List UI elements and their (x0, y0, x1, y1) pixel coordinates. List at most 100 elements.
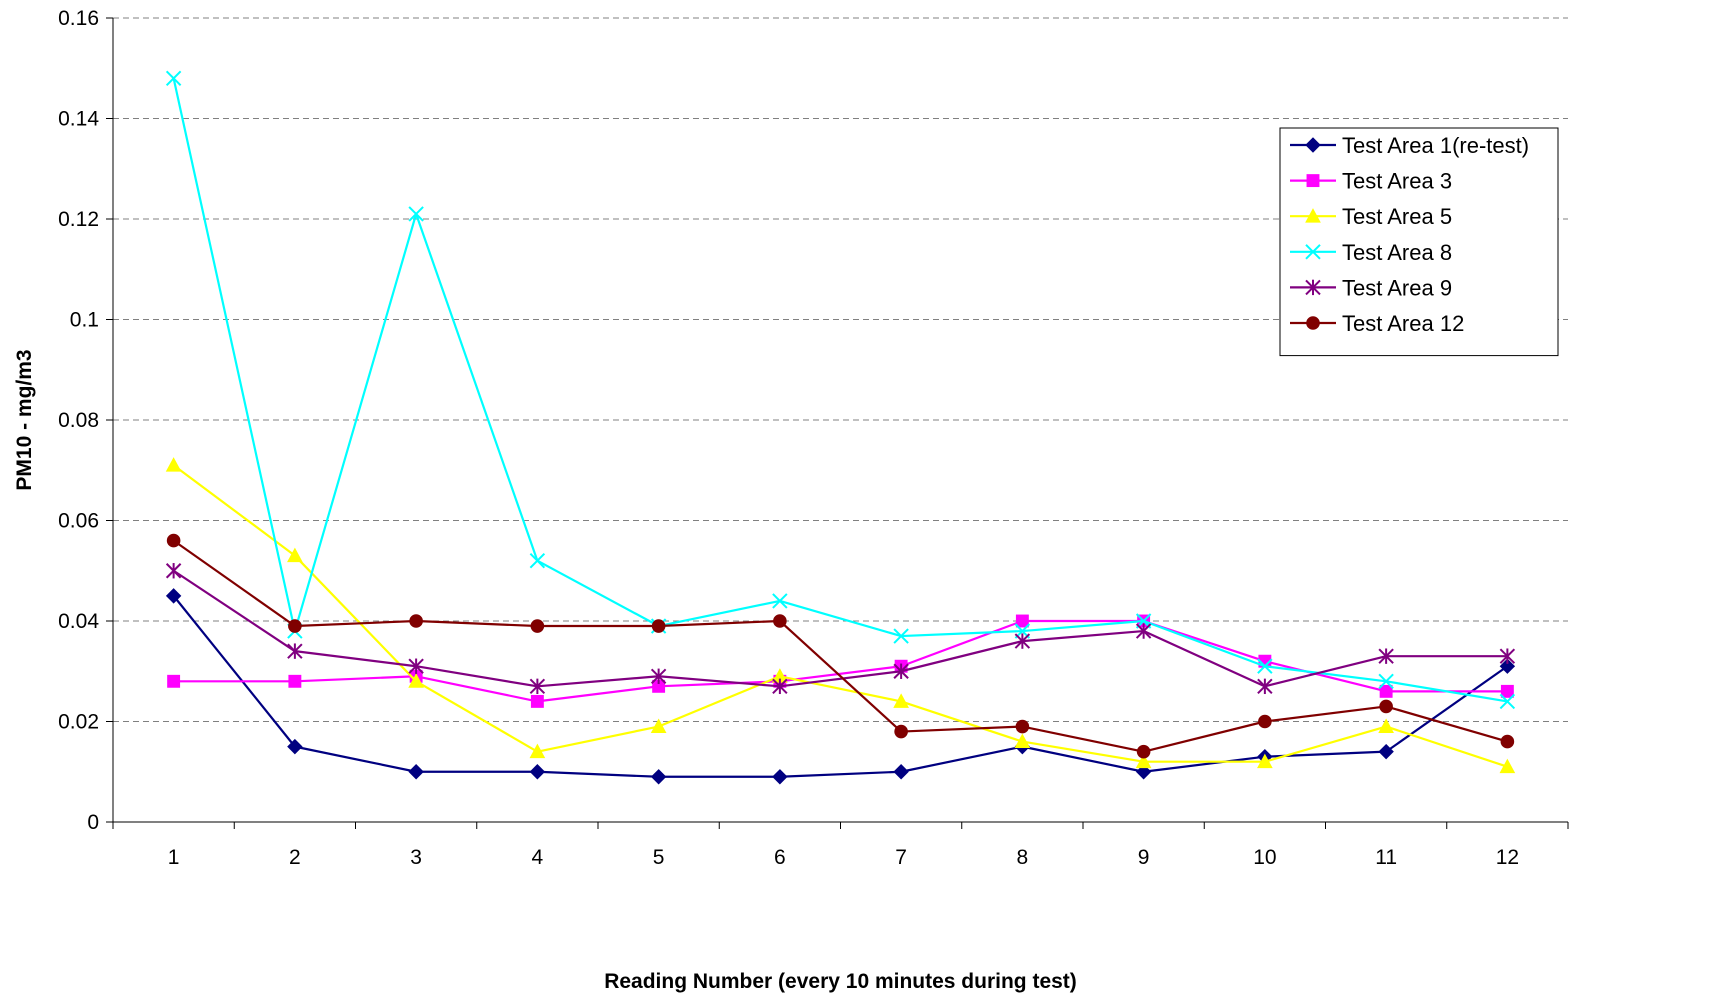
axes: 00.020.040.060.080.10.120.140.161 2 3 4 5 6 7 8… (58, 7, 1569, 869)
data-point (409, 614, 423, 628)
legend: Test Area 1(re-test) Test Area 3 Test Area… (1279, 127, 1559, 357)
data-point (408, 764, 424, 780)
data-point (1136, 744, 1151, 759)
data-point (288, 619, 302, 633)
data-point (1257, 678, 1273, 695)
data-point (1014, 733, 1031, 749)
x-axis-title: Reading Number (every 10 minutes during … (604, 970, 1077, 993)
data-point (1015, 614, 1029, 628)
data-point (165, 588, 182, 604)
data-point (529, 743, 546, 759)
data-point (893, 764, 909, 780)
data-point (1379, 699, 1393, 714)
data-point (287, 738, 303, 755)
x-tick-label: 11 (1375, 846, 1397, 869)
y-tick-label: 0.14 (58, 108, 99, 131)
legend-box (1279, 127, 1559, 357)
series-line (172, 78, 1508, 703)
data-point (1378, 718, 1394, 733)
data-point (1500, 684, 1514, 698)
data-point (650, 668, 667, 684)
x-tick-label: 7 (895, 846, 907, 869)
data-point (167, 674, 181, 688)
legend-item: Test Area 12 (1290, 311, 1464, 336)
legend-label: Test Area 12 (1342, 311, 1464, 336)
data-point (530, 619, 545, 633)
series-line (173, 619, 1508, 703)
data-point (772, 678, 788, 695)
data-point (1378, 743, 1394, 760)
y-tick-label: 0.12 (58, 208, 99, 231)
data-point (287, 547, 303, 563)
legend-label: Test Area 1(re-test) (1342, 133, 1529, 158)
data-point (1135, 753, 1152, 769)
data-point (1499, 693, 1516, 710)
marker-stroke (893, 628, 909, 644)
legend-item: Test Area 1(re-test) (1290, 133, 1529, 158)
y-tick-label: 0 (87, 811, 99, 834)
data-point (288, 674, 302, 688)
data-point (651, 619, 666, 633)
legend-item: Test Area 3 (1290, 169, 1452, 194)
data-point (1258, 714, 1272, 729)
marker-stroke (408, 206, 424, 222)
data-point (1257, 753, 1273, 769)
series-test-area-5 (165, 457, 1516, 774)
data-point (1499, 648, 1516, 664)
series-line (172, 464, 1508, 768)
legend-item: Test Area 8 (1290, 240, 1452, 265)
data-point (772, 769, 788, 785)
legend-marker (1305, 279, 1321, 296)
legend-item: Test Area 5 (1290, 204, 1452, 229)
x-tick-label: 8 (1017, 846, 1029, 869)
data-point (165, 70, 182, 87)
data-point (1014, 633, 1031, 649)
x-tick-label: 12 (1496, 846, 1519, 869)
legend-marker (1306, 174, 1320, 188)
data-point (530, 694, 544, 708)
data-point (529, 678, 546, 695)
data-point (650, 769, 667, 785)
data-point (529, 552, 546, 569)
data-point (165, 563, 182, 579)
y-tick-label: 0.1 (70, 309, 99, 332)
marker-stroke (772, 593, 788, 609)
y-tick-label: 0.04 (58, 610, 99, 633)
data-point (1135, 764, 1152, 780)
marker-stroke (1305, 244, 1321, 260)
x-tick-label: 5 (653, 846, 665, 869)
data-point (166, 533, 181, 548)
y-tick-label: 0.16 (58, 7, 99, 30)
legend-label: Test Area 9 (1342, 275, 1452, 300)
data-point (408, 673, 424, 688)
data-point (165, 457, 182, 472)
data-point (408, 206, 424, 222)
x-tick-label: 4 (532, 846, 544, 869)
legend-marker (1305, 137, 1321, 153)
x-tick-label: 10 (1253, 846, 1276, 869)
data-point (894, 724, 908, 739)
y-tick-label: 0.08 (58, 409, 99, 432)
series-test-area-12 (166, 533, 1515, 759)
marker-stroke (1378, 673, 1394, 690)
legend-marker (1305, 244, 1321, 260)
x-tick-label: 3 (410, 846, 422, 869)
legend-label: Test Area 5 (1342, 204, 1452, 229)
y-tick-label: 0.02 (58, 711, 99, 734)
series-area (165, 70, 1516, 785)
data-point (893, 628, 909, 644)
legend-item: Test Area 9 (1290, 275, 1452, 300)
data-point (893, 663, 909, 679)
y-axis-title: PM10 - mg/m3 (13, 349, 36, 490)
data-point (650, 718, 667, 733)
data-point (1378, 648, 1394, 664)
marker-stroke (1499, 693, 1516, 710)
legend-label: Test Area 3 (1342, 169, 1452, 194)
data-point (1499, 658, 1516, 674)
x-tick-label: 6 (774, 846, 786, 869)
gridlines (113, 17, 1568, 722)
x-tick-label: 9 (1138, 846, 1150, 869)
data-point (1257, 658, 1273, 674)
data-point (772, 593, 788, 609)
